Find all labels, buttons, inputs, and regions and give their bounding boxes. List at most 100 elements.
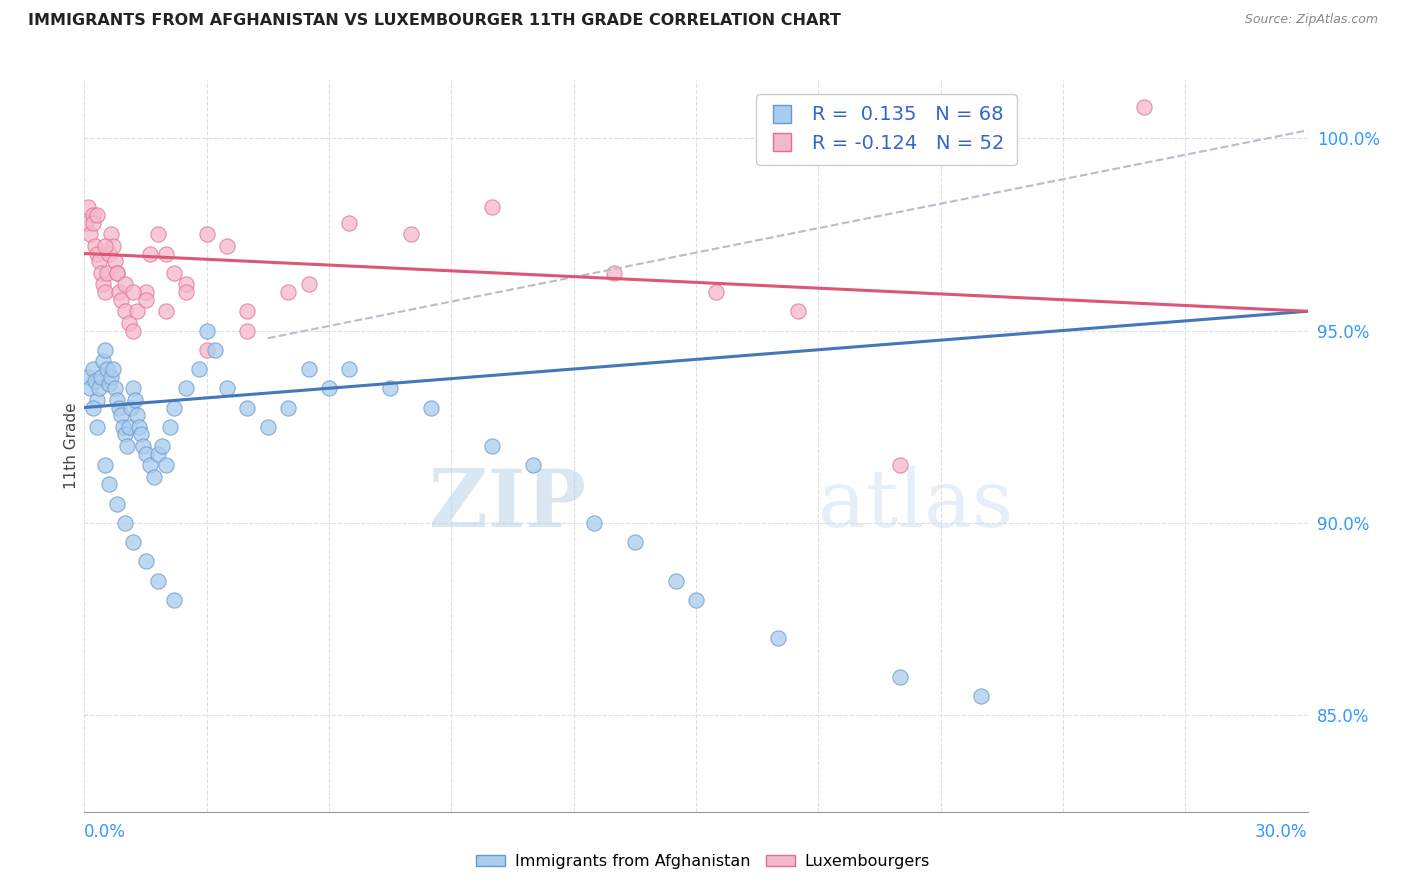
Point	[339, 362, 361, 376]
Point	[889, 458, 911, 473]
Point	[110, 293, 132, 307]
Point	[174, 381, 197, 395]
Point	[101, 239, 124, 253]
Point	[77, 200, 100, 214]
Point	[96, 362, 118, 376]
Point	[115, 439, 138, 453]
Point	[420, 401, 443, 415]
Point	[86, 392, 108, 407]
Point	[277, 401, 299, 415]
Point	[236, 304, 259, 318]
Point	[163, 266, 186, 280]
Point	[195, 343, 218, 357]
Point	[195, 227, 218, 242]
Point	[155, 458, 177, 473]
Point	[583, 516, 606, 530]
Point	[624, 535, 647, 549]
Point	[1133, 100, 1156, 114]
Point	[120, 401, 142, 415]
Point	[114, 304, 136, 318]
Point	[217, 239, 239, 253]
Y-axis label: 11th Grade: 11th Grade	[63, 402, 79, 490]
Point	[87, 254, 110, 268]
Point	[100, 227, 122, 242]
Point	[108, 401, 131, 415]
Point	[277, 285, 299, 299]
Point	[101, 362, 124, 376]
Point	[105, 266, 128, 280]
Point	[124, 392, 146, 407]
Point	[100, 369, 122, 384]
Point	[82, 362, 104, 376]
Point	[146, 574, 169, 588]
Point	[766, 632, 789, 646]
Point	[522, 458, 544, 473]
Text: 0.0%: 0.0%	[84, 823, 127, 841]
Point	[104, 254, 127, 268]
Point	[110, 408, 132, 422]
Point	[128, 419, 150, 434]
Point	[298, 277, 321, 292]
Point	[146, 227, 169, 242]
Point	[481, 200, 503, 214]
Point	[86, 419, 108, 434]
Point	[155, 246, 177, 260]
Point	[127, 408, 149, 422]
Point	[146, 447, 169, 461]
Text: atlas: atlas	[818, 466, 1014, 543]
Point	[114, 427, 136, 442]
Point	[138, 246, 160, 260]
Point	[187, 362, 209, 376]
Point	[603, 266, 626, 280]
Point	[79, 227, 101, 242]
Point	[93, 343, 115, 357]
Point	[665, 574, 688, 588]
Point	[970, 690, 993, 704]
Point	[217, 381, 239, 395]
Point	[104, 381, 127, 395]
Point	[82, 401, 104, 415]
Point	[114, 516, 136, 530]
Point	[122, 381, 145, 395]
Point	[114, 277, 136, 292]
Point	[90, 266, 112, 280]
Point	[86, 246, 108, 260]
Point	[97, 246, 120, 260]
Point	[127, 304, 149, 318]
Point	[91, 277, 114, 292]
Point	[163, 401, 186, 415]
Point	[706, 285, 728, 299]
Point	[122, 285, 145, 299]
Point	[96, 266, 118, 280]
Point	[118, 419, 141, 434]
Point	[91, 354, 114, 368]
Point	[138, 458, 160, 473]
Point	[83, 374, 105, 388]
Point	[135, 293, 157, 307]
Point	[83, 239, 105, 253]
Point	[685, 593, 707, 607]
Point	[131, 427, 153, 442]
Point	[105, 266, 128, 280]
Point	[97, 477, 120, 491]
Point	[889, 670, 911, 684]
Point	[77, 369, 100, 384]
Point	[298, 362, 321, 376]
Point	[481, 439, 503, 453]
Legend: R =  0.135   N = 68, R = -0.124   N = 52: R = 0.135 N = 68, R = -0.124 N = 52	[756, 94, 1017, 165]
Point	[142, 470, 165, 484]
Text: IMMIGRANTS FROM AFGHANISTAN VS LUXEMBOURGER 11TH GRADE CORRELATION CHART: IMMIGRANTS FROM AFGHANISTAN VS LUXEMBOUR…	[28, 13, 841, 29]
Point	[174, 285, 197, 299]
Point	[155, 304, 177, 318]
Point	[82, 208, 104, 222]
Point	[93, 285, 115, 299]
Legend: Immigrants from Afghanistan, Luxembourgers: Immigrants from Afghanistan, Luxembourge…	[470, 847, 936, 875]
Point	[135, 447, 157, 461]
Point	[122, 535, 145, 549]
Point	[318, 381, 340, 395]
Point	[112, 419, 135, 434]
Point	[135, 554, 157, 568]
Point	[399, 227, 422, 242]
Text: Source: ZipAtlas.com: Source: ZipAtlas.com	[1244, 13, 1378, 27]
Point	[150, 439, 173, 453]
